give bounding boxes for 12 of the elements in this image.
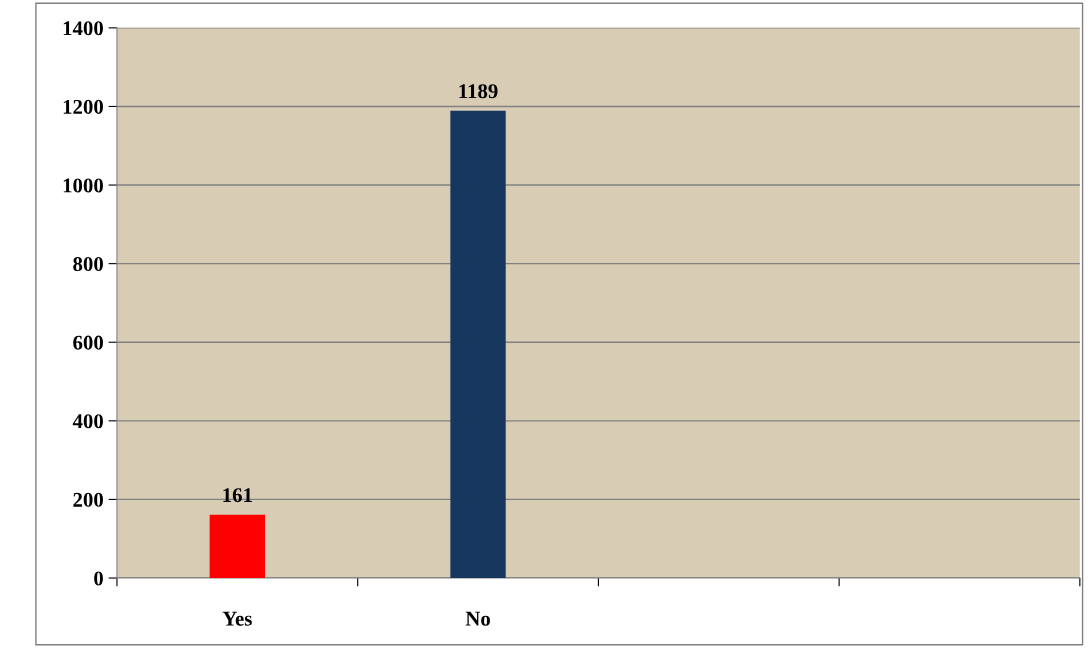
y-tick-label: 1200 bbox=[63, 99, 103, 114]
x-tick-label: Yes bbox=[222, 611, 252, 626]
data-label: 161 bbox=[223, 488, 252, 503]
y-tick-label: 1400 bbox=[63, 21, 103, 36]
y-tick-label: 800 bbox=[73, 257, 103, 272]
x-tick-label: No bbox=[465, 611, 490, 626]
y-tick-label: 1000 bbox=[63, 178, 103, 193]
data-label: 1189 bbox=[459, 84, 498, 99]
y-tick-label: 200 bbox=[73, 492, 103, 507]
y-tick-label: 0 bbox=[94, 571, 103, 586]
y-tick-label: 600 bbox=[73, 335, 103, 350]
y-tick-label: 400 bbox=[72, 414, 103, 429]
